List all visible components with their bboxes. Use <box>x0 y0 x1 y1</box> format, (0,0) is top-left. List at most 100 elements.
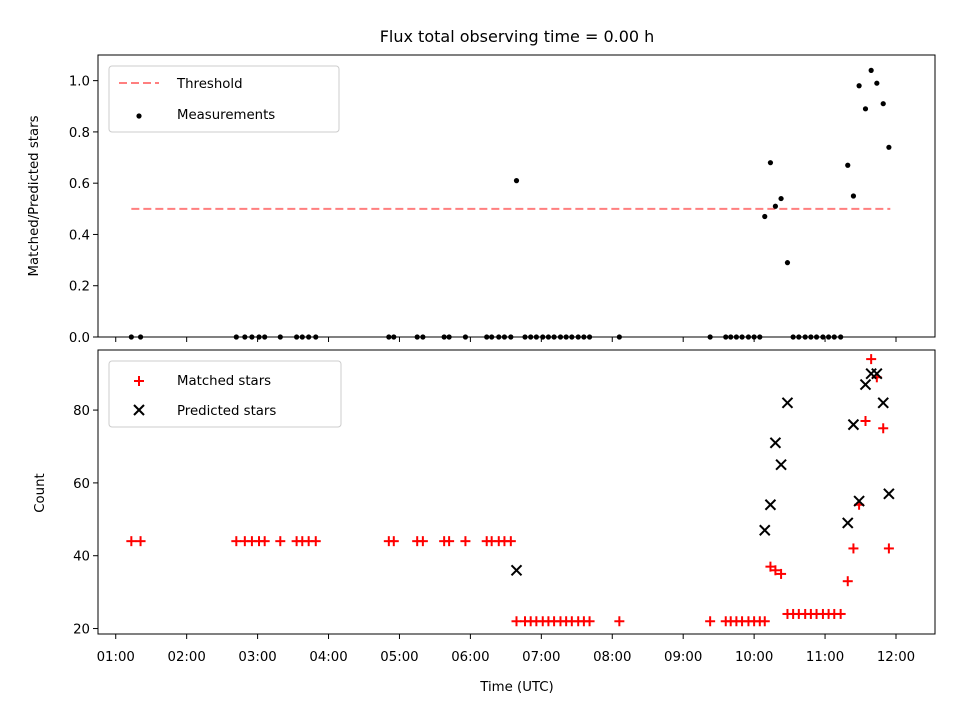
x-tick-label: 07:00 <box>522 650 560 665</box>
chart-title: Flux total observing time = 0.00 h <box>380 27 655 46</box>
x-tick-label: 11:00 <box>806 650 844 665</box>
matched-star-marker <box>259 536 270 547</box>
matched-star-marker <box>860 416 871 426</box>
x-axis-label: Time (UTC) <box>479 680 554 695</box>
top-y-tick-label: 0.8 <box>69 126 90 141</box>
legend-predicted-swatch <box>133 404 145 416</box>
x-tick-label: 12:00 <box>877 650 915 665</box>
bottom-legend-box <box>108 360 342 428</box>
measurement-point <box>874 80 880 86</box>
x-tick-label: 01:00 <box>97 650 135 665</box>
bottom-y-tick-label: 20 <box>73 623 90 638</box>
x-tick-label: 09:00 <box>664 650 702 665</box>
matched-star-marker <box>848 543 859 554</box>
predicted-stars-markers <box>510 367 895 576</box>
bottom-legend: Matched stars Predicted stars <box>108 360 342 428</box>
measurement-point <box>767 160 774 166</box>
bottom-y-axis-label: Count <box>33 473 48 513</box>
top-y-tick-label: 0.0 <box>69 331 90 346</box>
top-y-tick-label: 1.0 <box>69 75 90 90</box>
matched-star-marker <box>705 616 716 627</box>
x-tick-label: 08:00 <box>593 650 631 665</box>
measurement-point <box>784 260 791 266</box>
matched-star-marker <box>460 536 471 547</box>
matched-star-marker <box>842 576 853 587</box>
measurement-point <box>868 67 874 73</box>
matched-star-marker <box>835 608 846 619</box>
measurement-point <box>886 144 892 150</box>
predicted-star-marker <box>847 418 860 431</box>
bottom-y-tick-label: 80 <box>73 404 90 419</box>
top-panel: 0.0 0.2 0.4 0.6 0.8 1.0 Matched/Predicted sta… <box>27 54 936 346</box>
top-legend: Threshold Measurements <box>108 65 340 133</box>
bottom-x-axis: 01:00 02:00 03:00 04:00 05:00 06:00 07:00 08:00… <box>97 634 915 665</box>
predicted-star-marker <box>775 458 787 471</box>
bottom-y-tick-label: 60 <box>73 477 90 492</box>
matched-star-marker <box>388 536 399 547</box>
matched-star-marker <box>584 616 595 627</box>
matched-star-marker <box>883 543 894 554</box>
top-y-tick-label: 0.2 <box>69 280 90 295</box>
matched-star-marker <box>878 423 889 434</box>
predicted-star-marker <box>859 378 872 391</box>
matched-star-marker <box>126 536 137 547</box>
predicted-star-marker <box>877 397 889 409</box>
matched-star-marker <box>444 536 455 547</box>
measurement-point <box>513 178 520 184</box>
predicted-star-marker <box>769 437 782 449</box>
predicted-star-marker <box>853 495 865 507</box>
measurement-point <box>880 101 886 107</box>
x-tick-label: 05:00 <box>380 650 418 665</box>
top-y-tick-label: 0.6 <box>69 177 90 192</box>
matched-star-marker <box>614 616 625 627</box>
top-legend-box <box>108 65 340 133</box>
matched-stars-markers <box>126 354 894 627</box>
bottom-y-axis: 20 40 60 80 <box>73 404 98 638</box>
measurement-point <box>845 162 851 168</box>
legend-matched-label: Matched stars <box>177 374 271 389</box>
predicted-star-marker <box>883 488 895 500</box>
bottom-y-tick-label: 40 <box>73 550 90 565</box>
bottom-axes-frame <box>97 349 936 635</box>
top-y-axis: 0.0 0.2 0.4 0.6 0.8 1.0 <box>69 75 98 346</box>
matched-star-marker <box>417 536 428 547</box>
top-y-axis-label: Matched/Predicted stars <box>27 115 42 276</box>
matched-star-marker <box>759 616 770 627</box>
measurement-point <box>762 213 768 220</box>
top-y-tick-label: 0.4 <box>69 228 90 243</box>
x-tick-label: 06:00 <box>451 650 489 665</box>
matched-star-marker <box>770 565 781 576</box>
top-x-ticks <box>115 337 897 342</box>
matched-star-marker <box>511 616 522 627</box>
legend-measurements-swatch <box>136 113 142 119</box>
x-tick-label: 10:00 <box>735 650 773 665</box>
predicted-star-marker <box>842 517 854 529</box>
predicted-star-marker <box>764 499 777 511</box>
matched-star-marker <box>135 536 146 547</box>
x-tick-label: 03:00 <box>238 650 276 665</box>
predicted-star-marker <box>781 397 794 409</box>
matched-star-marker <box>275 536 286 547</box>
measurement-point <box>850 193 857 199</box>
predicted-star-marker <box>759 524 771 536</box>
measurement-point <box>772 203 779 209</box>
measurement-points <box>128 67 892 340</box>
predicted-star-marker <box>871 367 883 380</box>
measurement-point <box>856 83 862 89</box>
x-tick-label: 04:00 <box>309 650 347 665</box>
matched-star-marker <box>776 568 787 579</box>
measurement-point <box>862 106 869 112</box>
legend-threshold-label: Threshold <box>176 77 243 92</box>
matched-star-marker <box>866 354 877 365</box>
legend-matched-swatch <box>134 376 144 386</box>
measurement-point <box>778 195 784 202</box>
matched-star-marker <box>231 536 242 547</box>
matched-star-marker <box>310 536 321 547</box>
top-axes-frame <box>97 54 936 338</box>
legend-predicted-label: Predicted stars <box>177 404 276 419</box>
predicted-star-marker <box>510 564 523 576</box>
matched-star-marker <box>505 536 516 547</box>
x-tick-label: 02:00 <box>168 650 206 665</box>
